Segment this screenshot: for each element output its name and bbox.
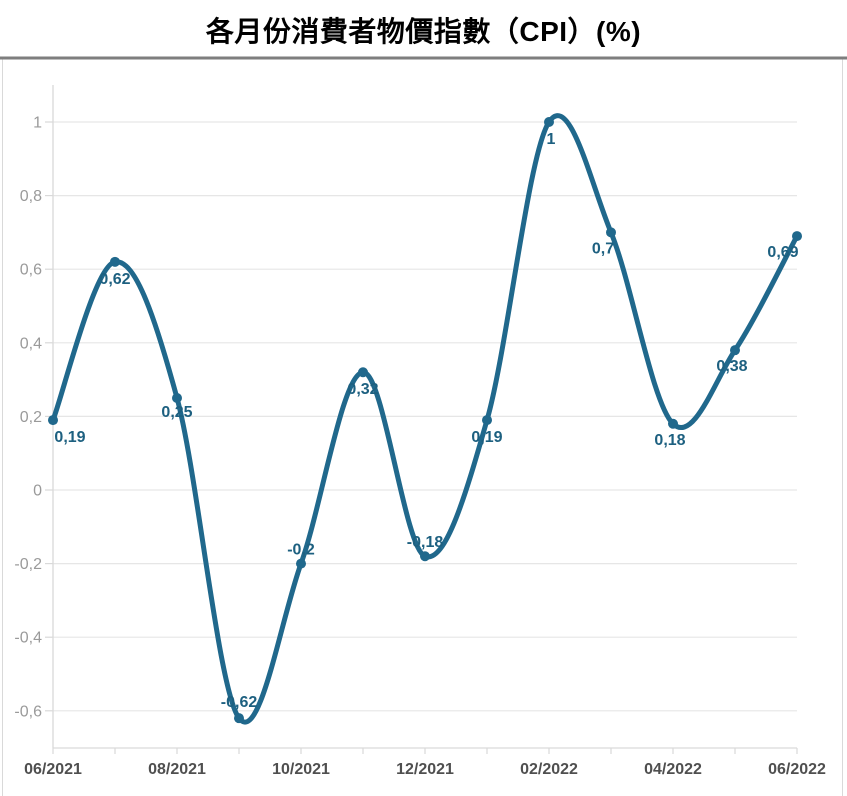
data-point-label: -0,2 xyxy=(287,542,315,559)
x-tick-label: 06/2022 xyxy=(768,761,826,778)
x-tick-label: 08/2021 xyxy=(148,761,206,778)
series-markers[interactable] xyxy=(48,117,802,724)
data-point-marker[interactable] xyxy=(544,117,554,127)
data-point-marker[interactable] xyxy=(606,227,616,238)
data-point-label: -0,18 xyxy=(407,534,444,551)
data-point-marker[interactable] xyxy=(730,345,740,356)
data-point-marker[interactable] xyxy=(48,415,58,426)
data-point-label: 0,25 xyxy=(161,404,192,421)
y-tick-label: -0,4 xyxy=(14,630,42,647)
y-tick-label: 0,4 xyxy=(20,335,42,352)
x-tick-label: 02/2022 xyxy=(520,761,578,778)
y-tick-label: 1 xyxy=(33,115,42,132)
series-point-labels: 0,19 0,62 0,25 -0,62 -0,2 0,32 -0,18 0,19 1 0,7 0,… xyxy=(54,131,798,711)
y-tick-label: 0,6 xyxy=(20,262,42,279)
data-point-label: 0,62 xyxy=(99,271,130,288)
data-point-marker[interactable] xyxy=(234,713,244,724)
x-tick-label: 06/2021 xyxy=(24,761,82,778)
y-tick-label: 0 xyxy=(33,483,42,500)
y-tick-label: 0,2 xyxy=(20,409,42,426)
y-tick-label: -0,2 xyxy=(14,556,42,573)
data-point-marker[interactable] xyxy=(358,367,368,378)
cpi-series xyxy=(50,113,800,725)
page-title: 各月份消費者物價指數（CPI）(%) xyxy=(205,16,642,47)
data-point-label: 0,19 xyxy=(54,429,85,446)
data-point-marker[interactable] xyxy=(420,551,430,562)
data-point-marker[interactable] xyxy=(172,393,182,403)
y-axis-ticks xyxy=(45,121,53,712)
data-point-label: 0,32 xyxy=(347,381,378,398)
data-point-marker[interactable] xyxy=(110,256,120,267)
data-point-label: 0,19 xyxy=(471,429,502,446)
x-axis-labels: 06/2021 08/2021 10/2021 12/2021 02/2022 04/20… xyxy=(24,761,826,778)
data-point-label: 0,69 xyxy=(767,244,798,261)
data-point-marker[interactable] xyxy=(668,418,678,429)
data-point-label: -0,62 xyxy=(221,694,258,711)
x-axis-ticks xyxy=(52,748,798,754)
data-point-marker[interactable] xyxy=(296,558,306,569)
data-point-label: 1 xyxy=(547,131,556,148)
y-gridlines xyxy=(53,121,797,712)
x-tick-label: 04/2022 xyxy=(644,761,702,778)
y-axis-labels: 1 0,8 0,6 0,4 0,2 0 -0,2 -0,4 -0,6 xyxy=(14,115,42,721)
data-point-label: 0,18 xyxy=(654,432,685,449)
data-point-marker[interactable] xyxy=(792,231,802,242)
x-tick-label: 10/2021 xyxy=(272,761,330,778)
title-separator-rule xyxy=(0,56,847,60)
y-tick-label: -0,6 xyxy=(14,703,42,720)
data-point-marker[interactable] xyxy=(482,415,492,426)
data-point-label: 0,7 xyxy=(592,240,614,257)
y-tick-label: 0,8 xyxy=(20,188,42,205)
data-point-label: 0,38 xyxy=(716,358,747,375)
chart-frame xyxy=(0,56,847,796)
x-tick-label: 12/2021 xyxy=(396,761,454,778)
series-spline xyxy=(50,113,800,725)
